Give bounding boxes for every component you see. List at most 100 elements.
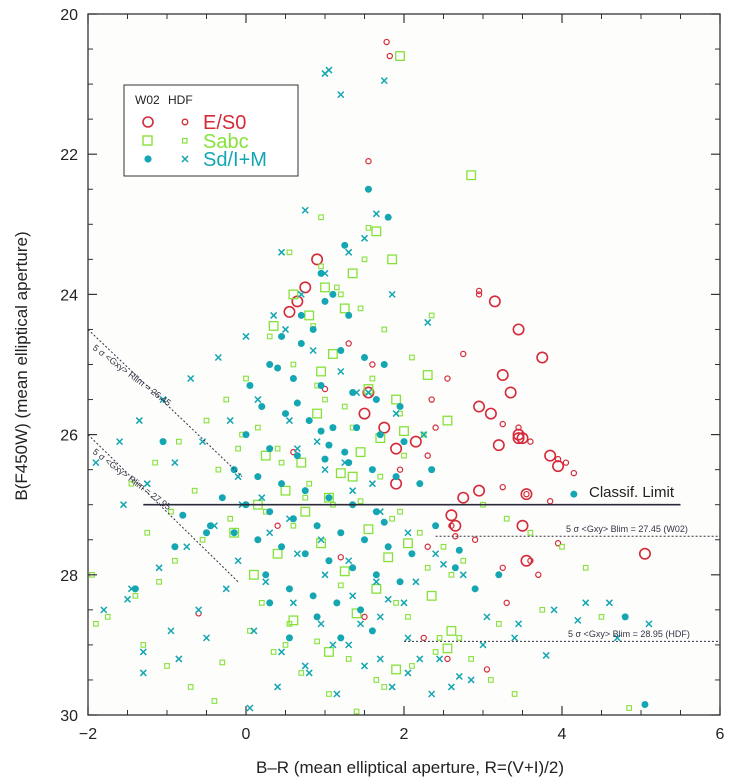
- point-sd-i-m-hdf: [289, 599, 297, 607]
- point-e-s0-hdf: [383, 38, 390, 46]
- point-sd-i-m-hdf: [345, 557, 353, 565]
- point-sd-i-m-w02: [242, 431, 250, 439]
- point-sabc-hdf: [432, 649, 439, 655]
- point-sd-i-m-w02: [329, 424, 337, 432]
- point-sd-i-m-hdf: [424, 318, 432, 326]
- point-sabc-hdf: [333, 284, 340, 291]
- point-sabc-w02: [339, 566, 350, 577]
- point-sabc-w02: [391, 664, 402, 675]
- point-sabc-hdf: [243, 375, 249, 382]
- point-e-s0-hdf: [527, 438, 534, 445]
- point-sd-i-m-w02: [451, 564, 459, 572]
- point-sabc-hdf: [401, 452, 407, 459]
- point-sd-i-m-w02: [357, 606, 365, 614]
- point-sd-i-m-hdf: [376, 613, 384, 621]
- point-sd-i-m-hdf: [139, 648, 147, 656]
- point-sabc-hdf: [405, 614, 411, 620]
- point-sabc-hdf: [140, 642, 147, 648]
- point-sabc-hdf: [337, 582, 344, 589]
- legend-es0-label: E/S0: [203, 112, 246, 134]
- point-e-s0-hdf: [424, 452, 431, 459]
- point-sabc-hdf: [495, 621, 502, 627]
- point-e-s0-hdf: [337, 554, 344, 561]
- point-sd-i-m-w02: [278, 543, 286, 551]
- y-tick-label: 30: [60, 708, 78, 725]
- point-sabc-hdf: [353, 708, 360, 715]
- point-sabc-hdf: [420, 431, 427, 438]
- point-sd-i-m-w02: [246, 382, 254, 390]
- point-sd-i-m-w02: [321, 297, 329, 305]
- point-e-s0-hdf: [444, 375, 451, 382]
- point-e-s0-hdf: [444, 655, 451, 663]
- y-axis-label: B(F450W) (mean elliptical aperture): [12, 231, 31, 500]
- point-sabc-w02: [312, 408, 323, 419]
- point-sabc-hdf: [377, 473, 384, 480]
- point-e-s0-w02: [449, 519, 462, 532]
- legend-header-hdf: HDF: [168, 93, 193, 107]
- point-sd-i-m-hdf: [325, 66, 333, 74]
- point-e-s0-hdf: [554, 455, 562, 463]
- point-sd-i-m-hdf: [582, 599, 590, 607]
- point-sd-i-m-w02: [368, 466, 376, 474]
- point-sd-i-m-hdf: [353, 389, 361, 397]
- point-sd-i-m-hdf: [511, 634, 519, 642]
- point-sd-i-m-hdf: [388, 683, 396, 691]
- point-sd-i-m-w02: [349, 564, 357, 572]
- point-sd-i-m-hdf: [321, 269, 329, 277]
- point-sd-i-m-hdf: [143, 480, 151, 488]
- point-sd-i-m-hdf: [349, 592, 357, 600]
- point-sabc-hdf: [318, 263, 324, 270]
- point-sabc-hdf: [172, 557, 178, 564]
- point-sabc-hdf: [357, 498, 364, 505]
- point-sd-i-m-hdf: [278, 648, 286, 656]
- point-e-s0-hdf: [475, 287, 483, 295]
- point-sabc-hdf: [539, 606, 546, 613]
- point-sd-i-m-hdf: [360, 234, 369, 242]
- point-sabc-w02: [300, 506, 311, 517]
- point-sd-i-m-w02: [266, 508, 274, 516]
- point-sabc-hdf: [128, 480, 135, 487]
- point-sabc-hdf: [369, 375, 376, 382]
- point-sabc-hdf: [409, 663, 415, 669]
- point-sd-i-m-hdf: [301, 662, 309, 670]
- point-sabc-hdf: [152, 459, 159, 466]
- point-sabc-hdf: [266, 333, 273, 340]
- point-sd-i-m-w02: [337, 346, 345, 354]
- point-e-s0-w02: [378, 421, 391, 434]
- point-sabc-hdf: [416, 529, 423, 536]
- point-sabc-hdf: [626, 705, 632, 711]
- point-sd-i-m-w02: [254, 536, 262, 544]
- point-sabc-hdf: [337, 291, 344, 298]
- point-sd-i-m-w02: [432, 522, 440, 530]
- point-sd-i-m-hdf: [183, 543, 191, 551]
- point-sabc-hdf: [409, 354, 415, 361]
- point-sd-i-m-hdf: [293, 550, 301, 558]
- point-sd-i-m-hdf: [329, 641, 337, 649]
- point-sd-i-m-w02: [266, 599, 274, 607]
- point-e-s0-w02: [473, 400, 486, 413]
- point-e-s0-w02: [484, 407, 497, 420]
- legend-box: [123, 84, 299, 177]
- point-sabc-hdf: [326, 691, 332, 697]
- point-sd-i-m-hdf: [246, 704, 254, 712]
- point-sd-i-m-w02: [159, 438, 167, 446]
- point-sabc-hdf: [345, 656, 352, 662]
- point-sabc-w02: [280, 485, 291, 496]
- point-e-s0-hdf: [460, 350, 467, 358]
- point-e-s0-w02: [536, 351, 549, 364]
- point-e-s0-hdf: [274, 522, 281, 529]
- point-sd-i-m-w02: [368, 627, 376, 635]
- point-sd-i-m-w02: [333, 599, 341, 607]
- point-sd-i-m-hdf: [100, 606, 108, 614]
- reference-lines: [87, 329, 720, 642]
- point-sd-i-m-w02: [621, 613, 629, 621]
- point-sd-i-m-hdf: [321, 571, 329, 579]
- point-e-s0-w02: [512, 432, 525, 445]
- point-sabc-w02: [383, 552, 394, 563]
- point-sd-i-m-hdf: [483, 613, 491, 621]
- point-e-s0-hdf: [483, 666, 491, 673]
- point-e-s0-hdf: [554, 540, 562, 547]
- point-sd-i-m-hdf: [447, 683, 455, 691]
- point-sd-i-m-hdf: [285, 515, 293, 523]
- point-sabc-hdf: [314, 638, 320, 645]
